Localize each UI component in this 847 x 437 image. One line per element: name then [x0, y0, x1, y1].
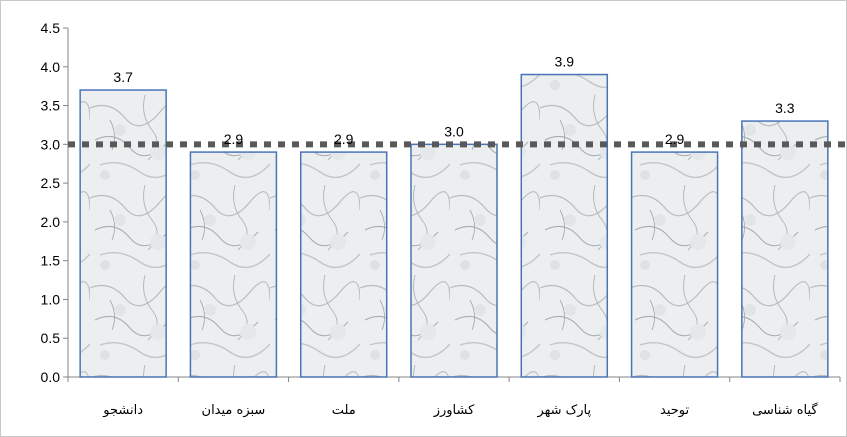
bar-value-label: 2.9: [665, 131, 685, 147]
x-category-label: دانشجو: [102, 403, 143, 418]
y-tick-label: 3.0: [41, 136, 61, 152]
bar-value-label: 2.9: [334, 131, 354, 147]
y-tick-label: 0.5: [41, 330, 61, 346]
y-tick-label: 3.5: [41, 98, 61, 114]
y-tick-label: 2.5: [41, 175, 61, 191]
y-tick-label: 2.0: [41, 214, 61, 230]
x-category-label: کشاورز: [433, 403, 475, 418]
bars-group: [79, 73, 829, 378]
x-category-label: توحید: [660, 403, 689, 418]
bar-value-label: 3.0: [444, 123, 464, 139]
x-category-label: گیاه شناسی: [752, 402, 818, 418]
bar-value-label: 3.7: [113, 69, 133, 85]
bar: [79, 89, 167, 378]
y-axis: 0.0 0.5 1.0 1.5 2.0 2.5 3.0 3.5 4.0 4.5: [41, 20, 69, 385]
y-tick-label: 0.0: [41, 369, 61, 385]
bar: [299, 151, 388, 378]
y-tick-label: 1.0: [41, 291, 61, 307]
bar: [520, 73, 609, 378]
bar: [630, 151, 719, 378]
x-category-label: پارک شهر: [536, 403, 591, 418]
data-labels-group: 3.7 2.9 2.9 3.0 3.9 2.9 3.3: [113, 54, 794, 148]
bar-value-label: 2.9: [224, 131, 244, 147]
y-tick-label: 1.5: [41, 253, 61, 269]
bar: [410, 143, 498, 378]
y-tick-label: 4.0: [41, 59, 61, 75]
bar: [189, 151, 278, 378]
bar-value-label: 3.9: [555, 54, 575, 70]
x-category-label: سبزه میدان: [202, 403, 266, 418]
x-category-label: ملت: [332, 403, 356, 418]
bar: [741, 120, 829, 378]
y-tick-label: 4.5: [41, 20, 61, 36]
bar-value-label: 3.3: [775, 100, 795, 116]
